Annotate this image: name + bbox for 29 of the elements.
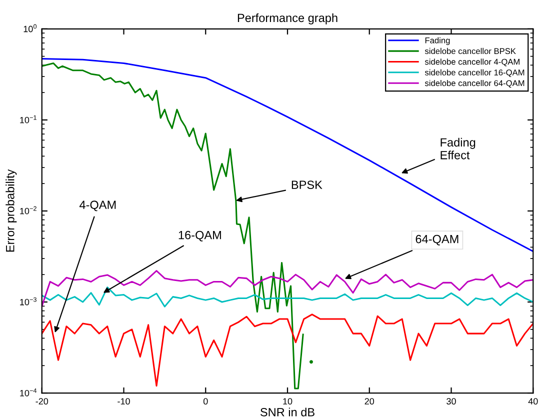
x-tick-label: 10 [283,398,292,405]
annotation: 64-QAM [416,234,458,246]
y-tick-label: 10$^{0}$ [24,24,37,32]
line-series [42,270,534,307]
legend-label: sidelobe cancellor 16-QAM [424,69,524,77]
y-tick-label: 10$^{−1}$ [20,115,36,124]
x-tick-label: -10 [118,398,130,405]
annotation: 16-QAM [178,230,221,242]
y-tick-label: 10$^{−3}$ [20,297,36,306]
x-tick-label: -20 [36,398,48,405]
x-tick-label: 0 [203,398,208,405]
y-axis-title: Error probability [6,169,17,252]
annotation: Fading Effect [440,138,476,160]
line-series [42,58,534,252]
chart-title: Performance graph [238,13,338,24]
x-tick-label: 20 [364,398,374,405]
line-series [42,314,534,387]
x-tick-label: 40 [528,398,538,405]
annotation: 4-QAM [79,200,116,212]
legend-label: sidelobe cancellor BPSK [424,48,516,54]
legend-label: sidelobe cancellor 64-QAM [424,80,524,88]
y-tick-label: 10$^{−2}$ [20,206,36,214]
annotation: BPSK [292,180,322,190]
legend-label: sidelobe cancellor 4-QAM [424,58,520,66]
line-series [42,286,534,308]
x-axis-title: SNR in dB [260,408,314,416]
y-tick-label: 10$^{−4}$ [20,388,37,396]
x-tick-label: 30 [446,398,456,405]
legend-label: Fading [425,37,450,46]
